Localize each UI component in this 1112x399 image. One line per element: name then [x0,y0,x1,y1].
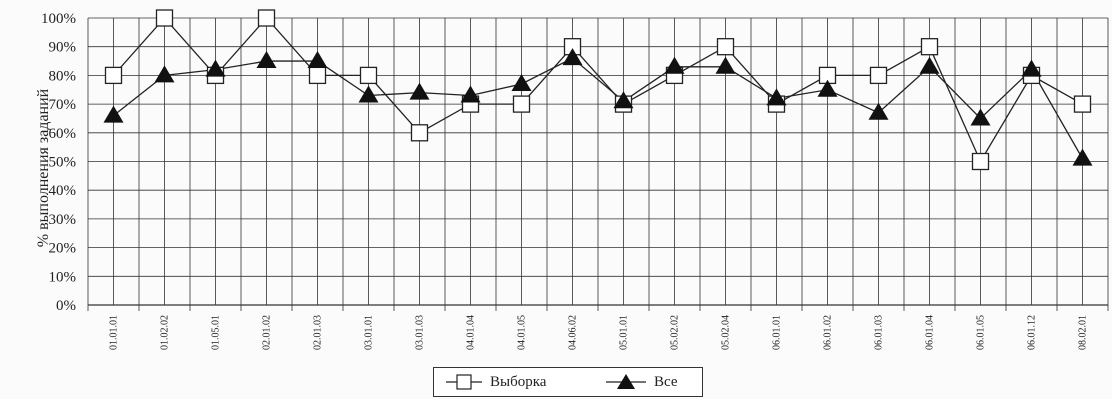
triangle-point [562,48,583,66]
x-tick-label: 06.01.03 [874,315,885,350]
y-tick-label: 50% [49,155,77,171]
x-tick-label: 06.01.12 [1027,315,1038,350]
legend-item-all: Все [604,368,678,396]
x-axis-ticks: 01.01.01 01.02.02 01.05.01 02.01.02 02.01.03… [109,315,1089,350]
square-point [1073,95,1092,113]
triangle-point [256,51,277,69]
triangle-point [1021,59,1042,77]
y-tick-label: 20% [49,241,77,257]
triangle-point [766,88,787,106]
square-point [512,95,531,113]
y-tick-label: 40% [49,183,77,199]
triangle-point [511,74,532,92]
series-line [113,57,1084,159]
square-marker-icon [446,374,482,390]
x-tick-label: 04.01.05 [517,315,528,350]
y-tick-label: 90% [49,40,77,56]
y-tick-label: 80% [49,68,77,84]
y-tick-label: 10% [49,269,77,285]
square-point [308,66,327,85]
y-axis-title: % выполнения заданий [35,88,52,247]
triangle-point [970,108,991,126]
y-tick-label: 0% [56,298,76,314]
square-point [869,66,888,85]
triangle-marker-icon [606,374,646,389]
triangle-point [460,85,481,103]
legend-label-sample: Выборка [490,373,547,390]
line-chart: 0% 10% 20% 30% 40% 50% 60% 70% 80% 90% 100% 01.01.… [35,9,1109,350]
legend-label-all: Все [654,373,678,390]
triangle-point [409,82,430,100]
triangle-point [715,56,736,74]
square-point [104,66,123,85]
x-tick-label: 01.02.02 [160,315,171,350]
x-tick-label: 03.01.01 [364,315,375,350]
triangle-point [919,56,940,74]
x-tick-label: 08.02.01 [1078,315,1089,350]
triangle-point [358,85,379,103]
triangle-point [613,91,634,109]
x-tick-label: 01.05.01 [211,315,222,350]
grid [87,17,1109,311]
x-tick-label: 06.01.05 [976,315,987,350]
legend: Выборка Все [433,367,703,397]
y-tick-label: 70% [49,97,77,113]
square-point [920,38,939,56]
y-tick-label: 60% [49,126,77,142]
x-tick-label: 01.01.01 [109,315,120,350]
triangle-point [817,79,838,97]
y-tick-label: 30% [49,212,77,228]
series-markers [103,9,1093,171]
square-point [257,9,276,27]
square-point [971,152,990,171]
square-point [155,9,174,27]
triangle-point [154,65,175,83]
x-tick-label: 04.01.04 [466,315,477,350]
triangle-point [103,105,124,123]
triangle-point [307,51,328,69]
x-tick-label: 04.06.02 [568,315,579,350]
x-tick-label: 02.01.03 [313,315,324,350]
x-tick-label: 06.01.02 [823,315,834,350]
x-tick-label: 06.01.01 [772,315,783,350]
square-point [716,38,735,56]
square-point [410,124,429,142]
x-tick-label: 05.02.02 [670,315,681,350]
legend-item-sample: Выборка [444,368,546,396]
square-point [359,66,378,85]
triangle-point [205,59,226,77]
y-axis-ticks: 0% 10% 20% 30% 40% 50% 60% 70% 80% 90% 100% [41,11,76,314]
triangle-point [868,102,889,120]
x-tick-label: 02.01.02 [262,315,273,350]
x-tick-label: 05.01.01 [619,315,630,350]
triangle-point [664,56,685,74]
y-tick-label: 100% [41,11,76,27]
x-tick-label: 03.01.03 [415,315,426,350]
triangle-point [1072,148,1093,166]
x-tick-label: 06.01.04 [925,315,936,350]
x-tick-label: 05.02.04 [721,315,732,350]
